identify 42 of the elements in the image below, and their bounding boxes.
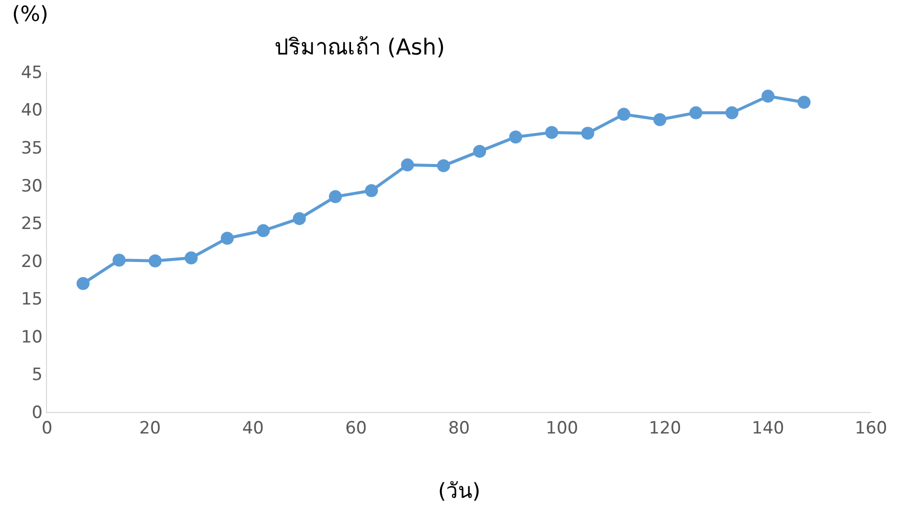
point — [689, 106, 702, 120]
y-tick-label: 40 — [20, 100, 43, 121]
point — [798, 96, 811, 109]
point — [509, 130, 522, 144]
point — [725, 106, 738, 120]
x-tick-label: 60 — [345, 418, 367, 438]
x-tick-label: 140 — [752, 418, 784, 438]
y-tick-label: 20 — [20, 252, 43, 272]
chart-title: ปริมาณเถ้า (Ash) — [274, 36, 445, 61]
y-tick-label: 25 — [20, 214, 43, 234]
point — [76, 277, 90, 290]
x-tick-label: 160 — [854, 418, 888, 438]
x-tick-label: 100 — [546, 418, 578, 438]
y-tick-label: 35 — [20, 138, 43, 159]
x-tick-label: 80 — [448, 418, 470, 438]
x-axis-title: (วัน) — [438, 479, 480, 503]
point — [581, 126, 594, 140]
y-tick-label: 10 — [20, 327, 43, 348]
point — [112, 254, 126, 267]
x-tick-label: 20 — [139, 418, 161, 438]
point — [292, 212, 306, 226]
y-tick-label: 15 — [20, 290, 43, 310]
point — [220, 232, 234, 245]
y-axis-title: (%) — [12, 2, 48, 26]
point — [364, 184, 378, 198]
point — [401, 158, 414, 172]
point — [184, 251, 198, 264]
y-tick-label: 5 — [32, 365, 43, 386]
point — [473, 144, 486, 158]
point — [545, 126, 558, 139]
point — [762, 90, 774, 103]
y-tick-label: 30 — [20, 176, 43, 196]
point — [653, 113, 666, 126]
x-tick-label: 120 — [648, 418, 682, 438]
x-tick-label: 40 — [242, 418, 264, 438]
point — [617, 108, 630, 121]
point — [256, 224, 270, 238]
point — [437, 159, 450, 172]
point — [148, 254, 162, 268]
y-tick-label: 0 — [32, 402, 43, 423]
y-tick-label: 45 — [20, 62, 43, 83]
point — [328, 190, 342, 204]
